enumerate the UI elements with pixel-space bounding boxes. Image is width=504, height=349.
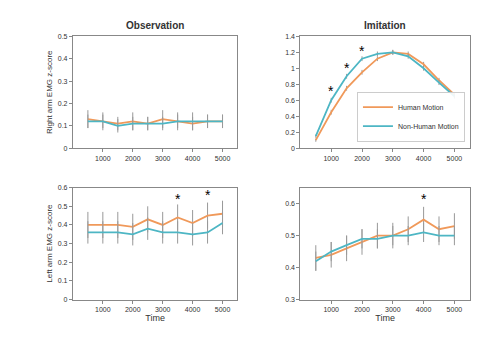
- svg-text:0: 0: [291, 145, 295, 152]
- svg-text:Observation: Observation: [126, 20, 184, 31]
- svg-text:0: 0: [64, 296, 68, 303]
- svg-text:4000: 4000: [185, 306, 201, 313]
- svg-text:1.4: 1.4: [285, 33, 295, 40]
- svg-text:0.2: 0.2: [58, 259, 68, 266]
- svg-text:0.8: 0.8: [285, 81, 295, 88]
- svg-text:Non-Human Motion: Non-Human Motion: [398, 123, 459, 130]
- svg-text:0.4: 0.4: [58, 55, 68, 62]
- svg-text:2000: 2000: [354, 155, 370, 162]
- svg-text:2000: 2000: [125, 155, 141, 162]
- svg-text:1000: 1000: [323, 306, 339, 313]
- svg-text:0.2: 0.2: [58, 100, 68, 107]
- svg-text:5000: 5000: [447, 155, 463, 162]
- svg-text:3000: 3000: [385, 155, 401, 162]
- svg-text:1000: 1000: [95, 155, 111, 162]
- svg-text:Time: Time: [145, 313, 165, 323]
- svg-text:0.1: 0.1: [58, 122, 68, 129]
- svg-text:1000: 1000: [323, 155, 339, 162]
- svg-text:3000: 3000: [155, 306, 171, 313]
- svg-text:Human Motion: Human Motion: [398, 104, 444, 111]
- svg-text:0.6: 0.6: [58, 184, 68, 191]
- svg-text:*: *: [205, 187, 211, 203]
- svg-text:5000: 5000: [447, 306, 463, 313]
- svg-text:0: 0: [64, 145, 68, 152]
- svg-text:3000: 3000: [155, 155, 171, 162]
- svg-text:0.3: 0.3: [285, 296, 295, 303]
- svg-text:0.3: 0.3: [58, 78, 68, 85]
- svg-text:2000: 2000: [125, 306, 141, 313]
- svg-text:0.6: 0.6: [285, 97, 295, 104]
- svg-text:Right arm EMG z-score: Right arm EMG z-score: [45, 50, 54, 134]
- svg-text:*: *: [344, 60, 350, 76]
- svg-text:*: *: [421, 191, 427, 207]
- svg-text:0.6: 0.6: [285, 200, 295, 207]
- svg-text:0.4: 0.4: [285, 264, 295, 271]
- svg-text:5000: 5000: [215, 306, 231, 313]
- svg-text:4000: 4000: [416, 306, 432, 313]
- svg-text:5000: 5000: [215, 155, 231, 162]
- svg-text:Imitation: Imitation: [364, 20, 406, 31]
- svg-text:1000: 1000: [95, 306, 111, 313]
- svg-text:3000: 3000: [385, 306, 401, 313]
- svg-text:4000: 4000: [416, 155, 432, 162]
- svg-text:0.4: 0.4: [285, 113, 295, 120]
- svg-text:0.5: 0.5: [285, 232, 295, 239]
- svg-text:0.5: 0.5: [58, 203, 68, 210]
- svg-text:0.1: 0.1: [58, 277, 68, 284]
- svg-text:Left arm EMG z-score: Left arm EMG z-score: [45, 204, 54, 283]
- svg-text:0.5: 0.5: [58, 33, 68, 40]
- svg-text:0.2: 0.2: [285, 129, 295, 136]
- svg-text:1: 1: [291, 65, 295, 72]
- svg-text:0.3: 0.3: [58, 240, 68, 247]
- svg-text:*: *: [175, 191, 181, 207]
- svg-text:*: *: [359, 43, 365, 59]
- svg-text:1.2: 1.2: [285, 49, 295, 56]
- svg-text:Time: Time: [375, 313, 395, 323]
- svg-text:*: *: [328, 83, 334, 99]
- svg-text:4000: 4000: [185, 155, 201, 162]
- svg-text:2000: 2000: [354, 306, 370, 313]
- svg-text:0.4: 0.4: [58, 221, 68, 228]
